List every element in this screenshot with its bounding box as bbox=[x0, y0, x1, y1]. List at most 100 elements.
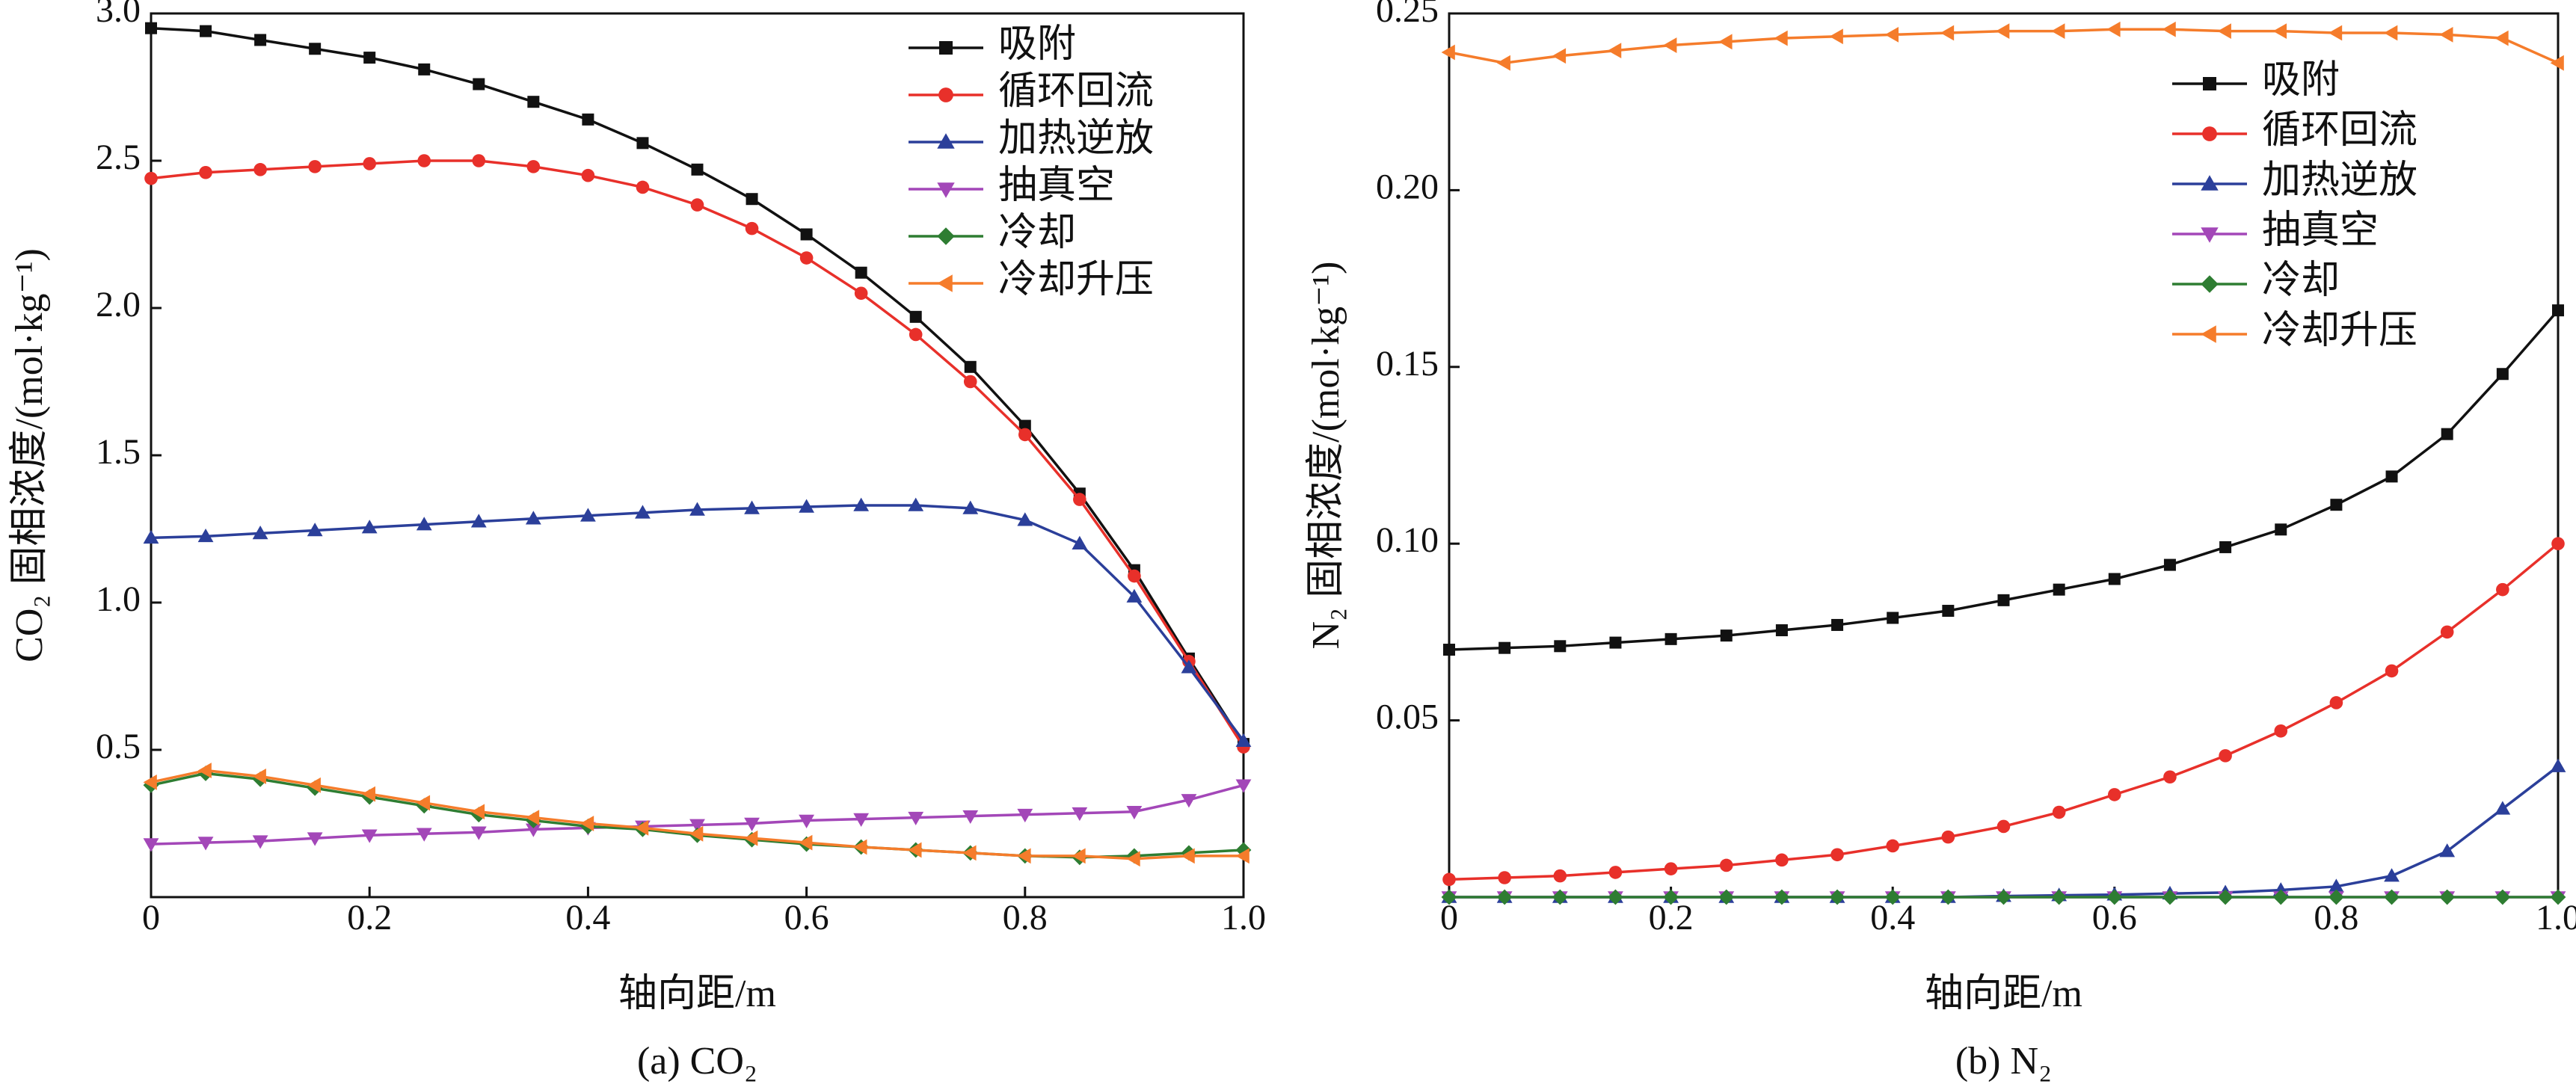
marker bbox=[307, 777, 321, 793]
x-tick-label: 0.8 bbox=[1003, 898, 1048, 937]
marker bbox=[2550, 758, 2566, 772]
y-tick-label: 0.15 bbox=[1376, 344, 1439, 384]
marker bbox=[938, 87, 953, 102]
marker bbox=[2201, 227, 2219, 243]
marker bbox=[1608, 866, 1623, 879]
marker bbox=[1128, 569, 1141, 583]
marker bbox=[1181, 794, 1197, 808]
marker bbox=[799, 834, 813, 851]
plot-frame bbox=[150, 12, 1245, 899]
marker bbox=[1940, 889, 1956, 905]
x-tick-label: 0.2 bbox=[347, 898, 392, 937]
marker bbox=[1442, 872, 1456, 887]
marker bbox=[1609, 636, 1622, 649]
y-tick-label: 1.5 bbox=[96, 432, 141, 472]
marker bbox=[525, 511, 541, 525]
marker bbox=[582, 113, 594, 126]
marker bbox=[525, 823, 541, 837]
marker bbox=[199, 165, 212, 179]
marker bbox=[908, 497, 924, 511]
marker bbox=[2217, 23, 2231, 40]
marker bbox=[1072, 807, 1088, 822]
marker bbox=[2162, 889, 2178, 905]
marker bbox=[2329, 696, 2343, 709]
marker bbox=[2496, 368, 2509, 381]
marker bbox=[2219, 541, 2232, 553]
marker bbox=[937, 133, 955, 149]
marker bbox=[937, 227, 955, 245]
legend-label: 抽真空 bbox=[2262, 209, 2379, 252]
marker bbox=[855, 266, 867, 279]
marker bbox=[964, 360, 977, 373]
marker bbox=[1552, 889, 1568, 905]
marker bbox=[1774, 889, 1790, 905]
marker bbox=[2274, 724, 2288, 738]
marker bbox=[252, 769, 266, 784]
marker bbox=[2163, 558, 2176, 571]
marker bbox=[470, 804, 485, 820]
marker bbox=[1235, 848, 1249, 864]
legend-label: 冷却 bbox=[2262, 259, 2340, 302]
legend-label: 吸附 bbox=[998, 23, 1076, 66]
marker bbox=[361, 786, 375, 802]
marker bbox=[470, 514, 487, 528]
marker bbox=[1719, 858, 1733, 872]
marker bbox=[197, 837, 214, 851]
marker bbox=[1441, 44, 1455, 61]
marker bbox=[1775, 624, 1788, 637]
legend-label: 冷却 bbox=[998, 212, 1076, 254]
marker bbox=[1829, 889, 1845, 905]
legend-label: 加热逆放 bbox=[998, 117, 1154, 160]
marker bbox=[253, 163, 267, 176]
marker bbox=[1884, 889, 1901, 905]
marker bbox=[580, 816, 594, 831]
marker bbox=[526, 160, 541, 173]
marker bbox=[2552, 304, 2564, 317]
marker bbox=[361, 520, 378, 534]
marker bbox=[1553, 869, 1567, 883]
marker bbox=[1018, 428, 1032, 442]
x-axis-label: 轴向距/m bbox=[618, 973, 776, 1015]
marker bbox=[473, 78, 485, 90]
marker bbox=[2440, 625, 2454, 639]
y-tick-label: 2.0 bbox=[96, 285, 141, 324]
marker bbox=[2385, 664, 2399, 678]
marker bbox=[1774, 30, 1788, 46]
marker bbox=[1554, 640, 1567, 653]
marker bbox=[1718, 889, 1735, 905]
marker bbox=[689, 825, 704, 842]
legend-label: 抽真空 bbox=[998, 164, 1115, 207]
marker bbox=[2106, 889, 2123, 905]
marker bbox=[800, 228, 813, 241]
x-tick-label: 0.6 bbox=[784, 898, 829, 937]
marker bbox=[144, 171, 158, 185]
legend-label: 加热逆放 bbox=[2262, 159, 2417, 202]
marker bbox=[2052, 805, 2066, 819]
marker bbox=[962, 845, 977, 861]
marker bbox=[2219, 749, 2232, 763]
marker bbox=[1443, 644, 1455, 656]
legend-label: 循环回流 bbox=[998, 70, 1154, 113]
marker bbox=[2202, 126, 2217, 141]
marker bbox=[1072, 848, 1086, 864]
marker bbox=[1830, 848, 1844, 862]
marker bbox=[1941, 830, 1955, 844]
legend-label: 吸附 bbox=[2262, 59, 2340, 102]
marker bbox=[909, 310, 922, 323]
marker bbox=[908, 811, 924, 826]
marker bbox=[689, 819, 705, 833]
marker bbox=[143, 838, 159, 852]
marker bbox=[527, 96, 540, 108]
marker bbox=[416, 517, 432, 531]
marker bbox=[307, 523, 323, 537]
y-tick-label: 0.25 bbox=[1376, 0, 1439, 30]
marker bbox=[689, 502, 705, 516]
marker bbox=[1664, 862, 1678, 875]
marker bbox=[2272, 23, 2287, 40]
marker bbox=[143, 529, 159, 544]
marker bbox=[690, 198, 704, 212]
marker bbox=[525, 810, 540, 826]
marker bbox=[744, 817, 760, 831]
y-axis-label: CO₂ 固相浓度/(mol·kg⁻¹) bbox=[8, 248, 51, 662]
